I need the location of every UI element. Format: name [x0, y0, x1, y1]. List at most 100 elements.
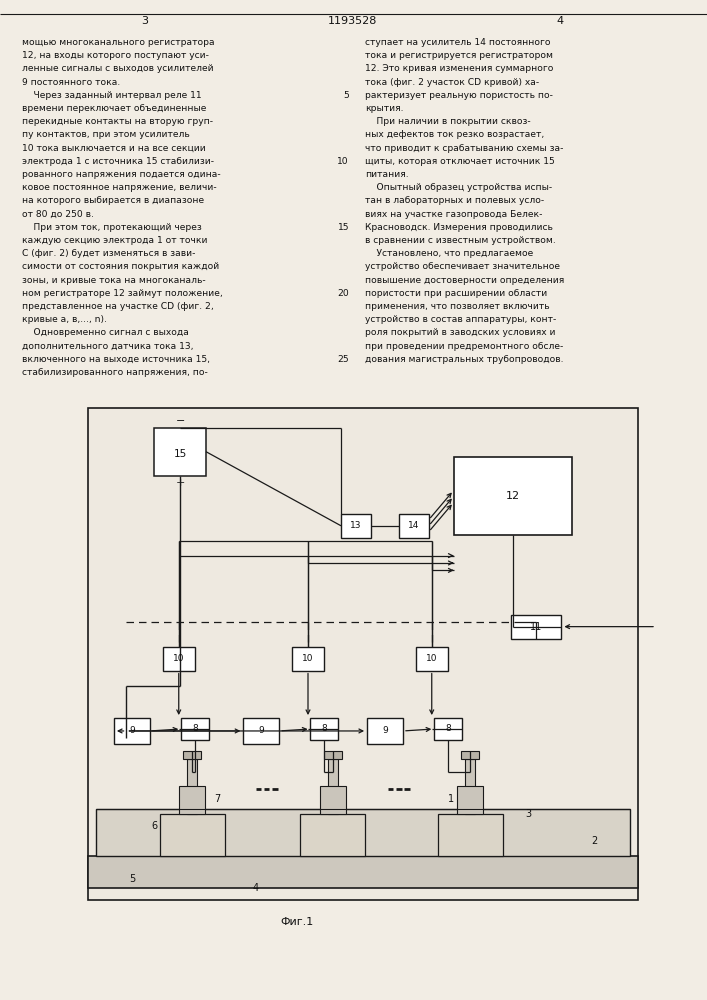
Text: 4: 4: [556, 16, 563, 26]
Text: С (фиг. 2) будет изменяться в зави-: С (фиг. 2) будет изменяться в зави-: [22, 249, 195, 258]
Bar: [154, 428, 206, 476]
Bar: [324, 751, 341, 759]
Text: стабилизированного напряжения, по-: стабилизированного напряжения, по-: [22, 368, 208, 377]
Text: 5: 5: [344, 91, 349, 100]
Bar: [292, 647, 324, 671]
Text: 9 постоянного тока.: 9 постоянного тока.: [22, 78, 120, 87]
Bar: [465, 759, 475, 814]
Text: применения, что позволяет включить: применения, что позволяет включить: [365, 302, 549, 311]
Bar: [367, 718, 403, 744]
Text: включенного на выходе источника 15,: включенного на выходе источника 15,: [22, 355, 210, 364]
Text: +: +: [176, 478, 185, 488]
Text: 9: 9: [382, 726, 388, 735]
Text: устройство в состав аппаратуры, конт-: устройство в состав аппаратуры, конт-: [365, 315, 556, 324]
Text: кривые a, в,..., n).: кривые a, в,..., n).: [22, 315, 107, 324]
Bar: [187, 759, 197, 814]
Text: каждую секцию электрода 1 от точки: каждую секцию электрода 1 от точки: [22, 236, 207, 245]
Text: мощью многоканального регистратора: мощью многоканального регистратора: [22, 38, 215, 47]
Bar: [434, 718, 462, 740]
Text: 10 тока выключается и на все секции: 10 тока выключается и на все секции: [22, 144, 206, 153]
Bar: [461, 751, 479, 759]
Bar: [180, 786, 206, 814]
Text: Красноводск. Измерения проводились: Красноводск. Измерения проводились: [365, 223, 553, 232]
Text: 8: 8: [322, 724, 327, 733]
Text: тан в лабораторных и полевых усло-: тан в лабораторных и полевых усло-: [365, 196, 544, 205]
Text: виях на участке газопровода Белек-: виях на участке газопровода Белек-: [365, 210, 542, 219]
Text: питания.: питания.: [365, 170, 409, 179]
Text: 10: 10: [173, 654, 185, 663]
Text: 11: 11: [530, 622, 543, 632]
Text: что приводит к срабатыванию схемы за-: что приводит к срабатыванию схемы за-: [365, 144, 563, 153]
Text: 9: 9: [129, 726, 135, 735]
Bar: [511, 615, 561, 639]
Bar: [300, 814, 366, 856]
Text: рактеризует реальную пористость по-: рактеризует реальную пористость по-: [365, 91, 553, 100]
Text: на которого выбирается в диапазоне: на которого выбирается в диапазоне: [22, 196, 204, 205]
Bar: [399, 514, 428, 538]
Text: 14: 14: [408, 521, 419, 530]
Text: Через заданный интервал реле 11: Через заданный интервал реле 11: [22, 91, 201, 100]
Text: в сравнении с известным устройством.: в сравнении с известным устройством.: [365, 236, 556, 245]
Text: Опытный образец устройства испы-: Опытный образец устройства испы-: [365, 183, 552, 192]
Text: 10: 10: [337, 157, 349, 166]
Bar: [184, 751, 201, 759]
Bar: [114, 718, 150, 744]
Text: от 80 до 250 в.: от 80 до 250 в.: [22, 210, 94, 219]
Text: ном регистраторе 12 займут положение,: ном регистраторе 12 займут положение,: [22, 289, 223, 298]
Text: 6: 6: [151, 821, 157, 831]
Bar: [454, 457, 572, 535]
Bar: [320, 786, 346, 814]
Text: Одновременно сигнал с выхода: Одновременно сигнал с выхода: [22, 328, 189, 337]
Bar: [457, 786, 484, 814]
Text: 13: 13: [350, 521, 362, 530]
Text: Фиг.1: Фиг.1: [281, 917, 314, 927]
Text: ступает на усилитель 14 постоянного: ступает на усилитель 14 постоянного: [365, 38, 551, 47]
Text: ных дефектов ток резко возрастает,: ных дефектов ток резко возрастает,: [365, 130, 544, 139]
Text: 10: 10: [426, 654, 438, 663]
Bar: [416, 647, 448, 671]
Text: 8: 8: [445, 724, 451, 733]
Bar: [341, 514, 371, 538]
Text: пористости при расширении области: пористости при расширении области: [365, 289, 547, 298]
Text: 3: 3: [141, 16, 148, 26]
Text: ленные сигналы с выходов усилителей: ленные сигналы с выходов усилителей: [22, 64, 214, 73]
Bar: [243, 718, 279, 744]
Text: 9: 9: [258, 726, 264, 735]
Bar: [310, 718, 339, 740]
Text: дования магистральных трубопроводов.: дования магистральных трубопроводов.: [365, 355, 563, 364]
Text: представленное на участке CD (фиг. 2,: представленное на участке CD (фиг. 2,: [22, 302, 214, 311]
Text: 12, на входы которого поступают уси-: 12, на входы которого поступают уси-: [22, 51, 209, 60]
Text: Установлено, что предлагаемое: Установлено, что предлагаемое: [365, 249, 533, 258]
Text: рованного напряжения подается одина-: рованного напряжения подается одина-: [22, 170, 221, 179]
Text: 5: 5: [129, 874, 135, 884]
Text: роля покрытий в заводских условиях и: роля покрытий в заводских условиях и: [365, 328, 556, 337]
Text: дополнительного датчика тока 13,: дополнительного датчика тока 13,: [22, 342, 194, 351]
Text: при проведении предремонтного обсле-: при проведении предремонтного обсле-: [365, 342, 563, 351]
Text: 15: 15: [173, 449, 187, 459]
Text: −: −: [176, 416, 185, 426]
Text: тока и регистрируется регистратором: тока и регистрируется регистратором: [365, 51, 553, 60]
Text: При этом ток, протекающий через: При этом ток, протекающий через: [22, 223, 201, 232]
Bar: [96, 809, 630, 856]
Text: пу контактов, при этом усилитель: пу контактов, при этом усилитель: [22, 130, 189, 139]
Text: ковое постоянное напряжение, величи-: ковое постоянное напряжение, величи-: [22, 183, 216, 192]
Text: 25: 25: [337, 355, 349, 364]
Text: времени переключает объединенные: времени переключает объединенные: [22, 104, 206, 113]
Text: устройство обеспечивает значительное: устройство обеспечивает значительное: [365, 262, 560, 271]
Text: При наличии в покрытии сквоз-: При наличии в покрытии сквоз-: [365, 117, 531, 126]
Text: 8: 8: [192, 724, 198, 733]
Text: 15: 15: [337, 223, 349, 232]
Text: щиты, которая отключает источник 15: щиты, которая отключает источник 15: [365, 157, 555, 166]
Text: симости от состояния покрытия каждой: симости от состояния покрытия каждой: [22, 262, 219, 271]
Bar: [160, 814, 225, 856]
Bar: [181, 718, 209, 740]
Text: тока (фиг. 2 участок CD кривой) ха-: тока (фиг. 2 участок CD кривой) ха-: [365, 78, 539, 87]
Text: повышение достоверности определения: повышение достоверности определения: [365, 276, 564, 285]
Bar: [163, 647, 194, 671]
Text: перекидные контакты на вторую груп-: перекидные контакты на вторую груп-: [22, 117, 213, 126]
Text: 12. Это кривая изменения суммарного: 12. Это кривая изменения суммарного: [365, 64, 554, 73]
Text: 10: 10: [303, 654, 314, 663]
Bar: [88, 856, 638, 888]
Text: электрода 1 с источника 15 стабилизи-: электрода 1 с источника 15 стабилизи-: [22, 157, 214, 166]
Text: 3: 3: [525, 809, 531, 819]
